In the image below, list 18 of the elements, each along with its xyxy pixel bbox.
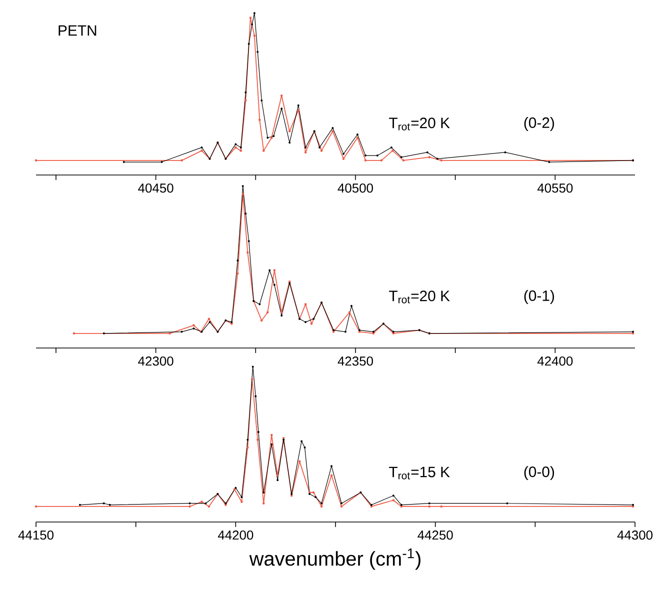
x-tick-label: 44150 <box>18 530 54 540</box>
annotation: PETN <box>58 25 96 36</box>
x-tick-label: 44300 <box>617 530 653 540</box>
x-tick-label: 44250 <box>418 530 453 540</box>
annotation: T$_{rot}$=20 K <box>389 290 450 304</box>
x-tick-label: 42400 <box>537 356 573 366</box>
x-tick-label: 40500 <box>338 184 373 193</box>
annotation: (0-2) <box>524 117 554 131</box>
x-tick-label: 42300 <box>138 356 174 366</box>
annotation: T$_{rot}$=15 K <box>389 466 450 480</box>
annotation: (0-0) <box>524 466 554 480</box>
x-tick-label: 40550 <box>537 184 573 193</box>
x-tick-label: 40450 <box>138 184 174 193</box>
x-axis-title: wavenumber (cm$^{-1}$) <box>249 548 420 570</box>
annotation: (0-1) <box>524 290 554 304</box>
x-tick-label: 44200 <box>218 530 254 540</box>
annotation: T$_{rot}$=20 K <box>389 118 450 130</box>
x-tick-label: 42350 <box>338 356 373 366</box>
